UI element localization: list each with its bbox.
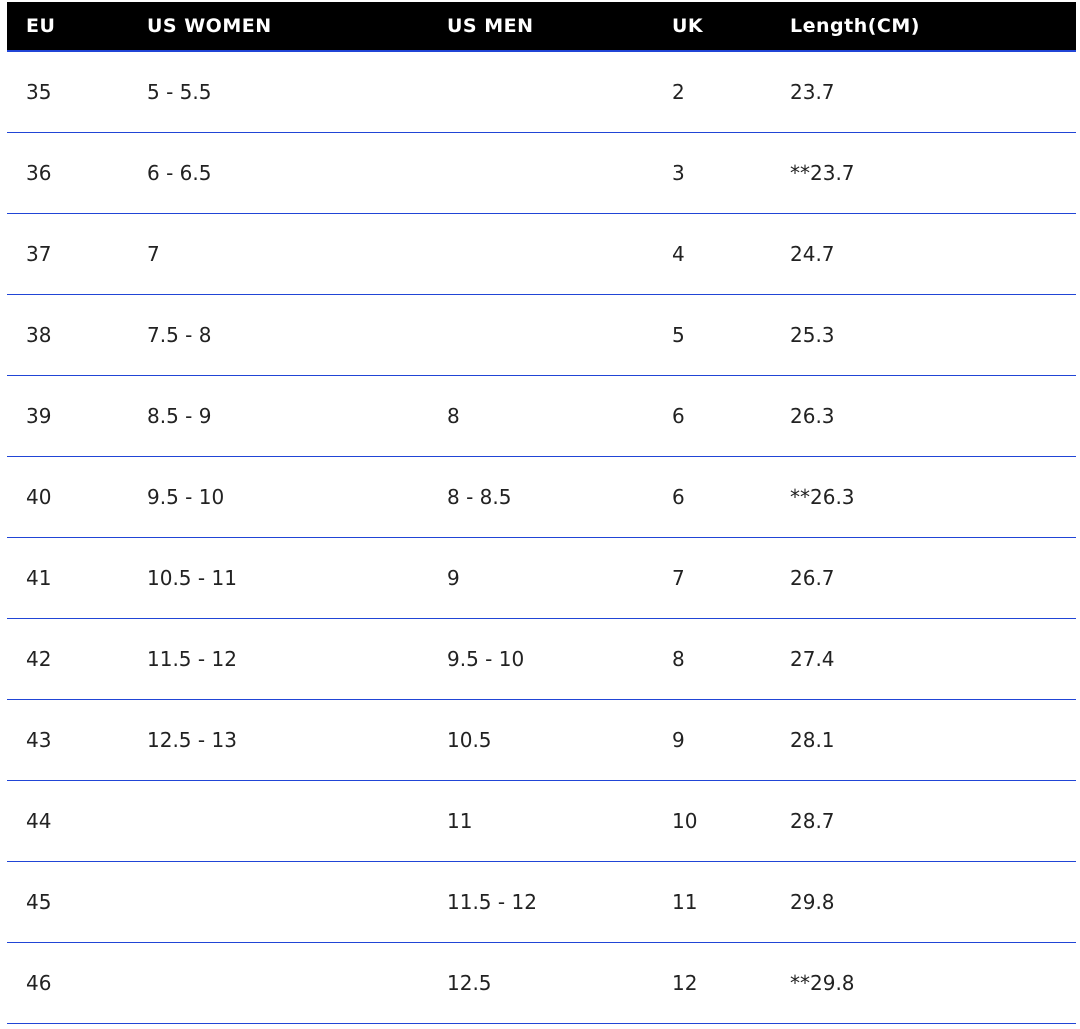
- cell-uk: 6: [672, 404, 685, 428]
- cell-us-women: 5 - 5.5: [147, 80, 212, 104]
- cell-uk: 7: [672, 566, 685, 590]
- cell-uk: 3: [672, 161, 685, 185]
- cell-length: 26.7: [790, 566, 835, 590]
- cell-eu: 44: [26, 809, 52, 833]
- cell-eu: 43: [26, 728, 52, 752]
- header-us-men: US MEN: [447, 15, 534, 37]
- cell-us-women: 9.5 - 10: [147, 485, 225, 509]
- cell-eu: 36: [26, 161, 52, 185]
- cell-us-women: 12.5 - 13: [147, 728, 237, 752]
- cell-us-men: 11: [447, 809, 473, 833]
- table-row: 44 11 10 28.7: [7, 781, 1076, 862]
- cell-eu: 46: [26, 971, 52, 995]
- cell-us-men: 9: [447, 566, 460, 590]
- cell-us-men: 10.5: [447, 728, 492, 752]
- table-row: 45 11.5 - 12 11 29.8: [7, 862, 1076, 943]
- cell-us-men: 8: [447, 404, 460, 428]
- cell-uk: 8: [672, 647, 685, 671]
- cell-us-men: 8 - 8.5: [447, 485, 512, 509]
- table-row: 35 5 - 5.5 2 23.7: [7, 52, 1076, 133]
- cell-us-women: 6 - 6.5: [147, 161, 212, 185]
- cell-us-women: 7: [147, 242, 160, 266]
- table-row: 46 12.5 12 **29.8: [7, 943, 1076, 1024]
- cell-uk: 12: [672, 971, 698, 995]
- cell-length: 25.3: [790, 323, 835, 347]
- table-row: 41 10.5 - 11 9 7 26.7: [7, 538, 1076, 619]
- table-row: 39 8.5 - 9 8 6 26.3: [7, 376, 1076, 457]
- cell-uk: 9: [672, 728, 685, 752]
- table-row: 43 12.5 - 13 10.5 9 28.1: [7, 700, 1076, 781]
- table-row: 38 7.5 - 8 5 25.3: [7, 295, 1076, 376]
- cell-us-women: 11.5 - 12: [147, 647, 237, 671]
- cell-us-men: 12.5: [447, 971, 492, 995]
- cell-length: 27.4: [790, 647, 835, 671]
- table-row: 37 7 4 24.7: [7, 214, 1076, 295]
- cell-uk: 6: [672, 485, 685, 509]
- cell-length: **26.3: [790, 485, 855, 509]
- cell-eu: 39: [26, 404, 52, 428]
- cell-length: 28.7: [790, 809, 835, 833]
- cell-eu: 41: [26, 566, 52, 590]
- header-length: Length(CM): [790, 15, 920, 37]
- table-header: EU US WOMEN US MEN UK Length(CM): [7, 2, 1076, 52]
- cell-uk: 2: [672, 80, 685, 104]
- cell-length: 26.3: [790, 404, 835, 428]
- cell-eu: 37: [26, 242, 52, 266]
- cell-us-women: 8.5 - 9: [147, 404, 212, 428]
- header-us-women: US WOMEN: [147, 15, 272, 37]
- cell-uk: 4: [672, 242, 685, 266]
- cell-eu: 38: [26, 323, 52, 347]
- cell-uk: 10: [672, 809, 698, 833]
- header-eu: EU: [26, 15, 56, 37]
- cell-length: 29.8: [790, 890, 835, 914]
- cell-length: 24.7: [790, 242, 835, 266]
- cell-uk: 5: [672, 323, 685, 347]
- cell-us-women: 7.5 - 8: [147, 323, 212, 347]
- cell-eu: 40: [26, 485, 52, 509]
- cell-us-women: 10.5 - 11: [147, 566, 237, 590]
- size-chart-table: EU US WOMEN US MEN UK Length(CM) 35 5 - 5…: [7, 2, 1076, 1024]
- cell-uk: 11: [672, 890, 698, 914]
- cell-us-men: 11.5 - 12: [447, 890, 537, 914]
- cell-eu: 35: [26, 80, 52, 104]
- table-row: 36 6 - 6.5 3 **23.7: [7, 133, 1076, 214]
- cell-length: 28.1: [790, 728, 835, 752]
- cell-us-men: 9.5 - 10: [447, 647, 525, 671]
- table-row: 42 11.5 - 12 9.5 - 10 8 27.4: [7, 619, 1076, 700]
- cell-eu: 42: [26, 647, 52, 671]
- header-uk: UK: [672, 15, 704, 37]
- table-row: 40 9.5 - 10 8 - 8.5 6 **26.3: [7, 457, 1076, 538]
- cell-length: **23.7: [790, 161, 855, 185]
- cell-length: 23.7: [790, 80, 835, 104]
- cell-eu: 45: [26, 890, 52, 914]
- cell-length: **29.8: [790, 971, 855, 995]
